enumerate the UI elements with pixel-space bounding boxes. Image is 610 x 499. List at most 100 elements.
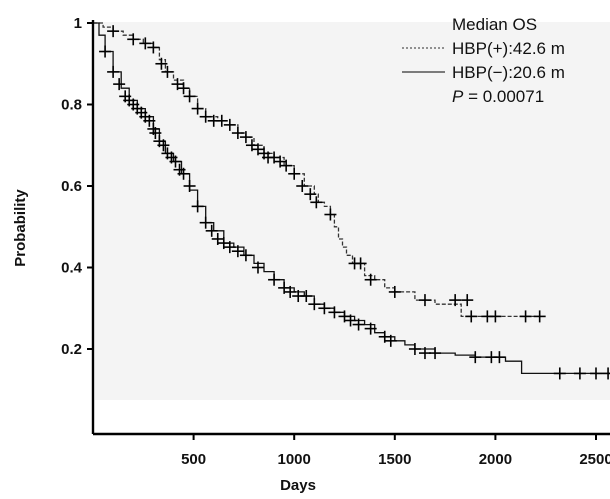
censor-mark-hbp-plus bbox=[354, 257, 367, 270]
censor-mark-hbp-plus bbox=[310, 196, 323, 209]
censor-mark-hbp-minus bbox=[217, 237, 230, 250]
censor-mark-hbp-minus bbox=[284, 285, 297, 298]
censor-mark-hbp-minus bbox=[429, 347, 442, 360]
censor-mark-hbp-plus bbox=[223, 118, 236, 131]
censor-mark-hbp-minus bbox=[239, 249, 252, 262]
y-axis-title: Probability bbox=[12, 189, 29, 267]
censor-mark-hbp-minus bbox=[199, 216, 212, 229]
censor-mark-hbp-plus bbox=[274, 155, 287, 168]
censor-mark-hbp-minus bbox=[223, 241, 236, 254]
x-axis-title: Days bbox=[280, 477, 316, 494]
censor-mark-hbp-plus bbox=[489, 310, 502, 323]
censor-mark-hbp-plus bbox=[215, 114, 228, 127]
censor-mark-hbp-plus bbox=[324, 208, 337, 221]
censor-mark-hbp-minus bbox=[352, 318, 365, 331]
censor-mark-hbp-plus bbox=[364, 273, 377, 286]
censor-mark-hbp-plus bbox=[183, 90, 196, 103]
censor-mark-hbp-plus bbox=[191, 102, 204, 115]
censor-mark-hbp-minus bbox=[573, 367, 586, 380]
censor-mark-hbp-minus bbox=[308, 298, 321, 311]
censor-mark-hbp-minus bbox=[278, 281, 291, 294]
censor-mark-hbp-minus bbox=[143, 114, 156, 127]
censor-mark-hbp-plus bbox=[461, 294, 474, 307]
x-tick-label: 1500 bbox=[378, 451, 411, 468]
legend-entry-hbp-plus: HBP(+):42.6 m bbox=[452, 39, 565, 58]
censor-mark-hbp-plus bbox=[245, 139, 258, 152]
censor-mark-hbp-plus bbox=[465, 310, 478, 323]
censor-mark-hbp-plus bbox=[177, 82, 190, 95]
x-ticks: 500 1000 1500 2000 2500 bbox=[181, 434, 610, 468]
censor-marks-layer bbox=[99, 25, 610, 380]
censor-mark-hbp-plus bbox=[239, 131, 252, 144]
censor-mark-hbp-minus bbox=[169, 155, 182, 168]
censor-mark-hbp-plus bbox=[127, 33, 140, 46]
censor-mark-hbp-plus bbox=[147, 41, 160, 54]
censor-mark-hbp-plus bbox=[280, 159, 293, 172]
legend-entry-hbp-minus: HBP(−):20.6 m bbox=[452, 63, 565, 82]
y-tick-label: 0.4 bbox=[61, 260, 83, 277]
x-tick-label: 2500 bbox=[579, 451, 610, 468]
censor-mark-hbp-minus bbox=[364, 322, 377, 335]
censor-mark-hbp-minus bbox=[231, 245, 244, 258]
censor-mark-hbp-plus bbox=[251, 143, 264, 156]
censor-mark-hbp-minus bbox=[205, 224, 218, 237]
censor-mark-hbp-plus bbox=[171, 78, 184, 91]
y-tick-label: 0.8 bbox=[61, 97, 82, 114]
censor-mark-hbp-plus bbox=[161, 65, 174, 78]
censor-mark-hbp-minus bbox=[107, 65, 120, 78]
p-value: = 0.00071 bbox=[463, 87, 544, 106]
censor-mark-hbp-minus bbox=[191, 200, 204, 213]
x-tick-label: 2000 bbox=[479, 451, 512, 468]
censor-mark-hbp-minus bbox=[418, 347, 431, 360]
censor-mark-hbp-plus bbox=[288, 167, 301, 180]
censor-mark-hbp-minus bbox=[318, 302, 331, 315]
censor-mark-hbp-minus bbox=[338, 310, 351, 323]
censor-mark-hbp-minus bbox=[149, 127, 162, 140]
censor-mark-hbp-plus bbox=[155, 57, 168, 70]
censor-mark-hbp-plus bbox=[107, 25, 120, 38]
legend: Median OS HBP(+):42.6 m HBP(−):20.6 m P … bbox=[402, 15, 565, 106]
legend-title: Median OS bbox=[452, 15, 537, 34]
p-value-annotation: P = 0.00071 bbox=[452, 87, 544, 106]
censor-mark-hbp-plus bbox=[139, 37, 152, 50]
censor-mark-hbp-minus bbox=[300, 290, 313, 303]
censor-mark-hbp-minus bbox=[251, 261, 264, 274]
censor-mark-hbp-plus bbox=[418, 294, 431, 307]
censor-mark-hbp-minus bbox=[268, 273, 281, 286]
p-value-label: P bbox=[452, 87, 464, 106]
censor-mark-hbp-minus bbox=[378, 330, 391, 343]
censor-mark-hbp-plus bbox=[231, 127, 244, 140]
censor-mark-hbp-plus bbox=[388, 285, 401, 298]
y-tick-label: 0.2 bbox=[61, 341, 82, 358]
y-tick-label: 1 bbox=[74, 15, 82, 32]
censor-mark-hbp-minus bbox=[157, 139, 170, 152]
y-ticks: 0.2 0.4 0.6 0.8 1 bbox=[61, 15, 93, 358]
plot-background bbox=[95, 22, 610, 400]
x-tick-label: 500 bbox=[181, 451, 206, 468]
censor-mark-hbp-minus bbox=[384, 334, 397, 347]
censor-mark-hbp-plus bbox=[199, 110, 212, 123]
censor-mark-hbp-minus bbox=[113, 78, 126, 91]
censor-mark-hbp-minus bbox=[177, 167, 190, 180]
censor-mark-hbp-minus bbox=[328, 306, 341, 319]
censor-mark-hbp-plus bbox=[268, 151, 281, 164]
censor-mark-hbp-minus bbox=[602, 367, 610, 380]
censor-mark-hbp-minus bbox=[99, 45, 112, 58]
censor-mark-hbp-plus bbox=[304, 188, 317, 201]
censor-mark-hbp-minus bbox=[211, 232, 224, 245]
censor-mark-hbp-minus bbox=[408, 343, 421, 355]
censor-mark-hbp-plus bbox=[449, 294, 462, 307]
y-tick-label: 0.6 bbox=[61, 178, 82, 195]
x-tick-label: 1000 bbox=[278, 451, 311, 468]
censor-mark-hbp-plus bbox=[296, 180, 309, 192]
censor-mark-hbp-minus bbox=[183, 180, 196, 192]
censor-mark-hbp-minus bbox=[553, 367, 566, 380]
censor-mark-hbp-minus bbox=[469, 351, 482, 364]
censor-mark-hbp-minus bbox=[493, 351, 506, 364]
censor-mark-hbp-plus bbox=[533, 310, 546, 323]
censor-mark-hbp-plus bbox=[519, 310, 532, 323]
censor-mark-hbp-minus bbox=[344, 314, 357, 327]
censor-mark-hbp-minus bbox=[590, 367, 602, 380]
